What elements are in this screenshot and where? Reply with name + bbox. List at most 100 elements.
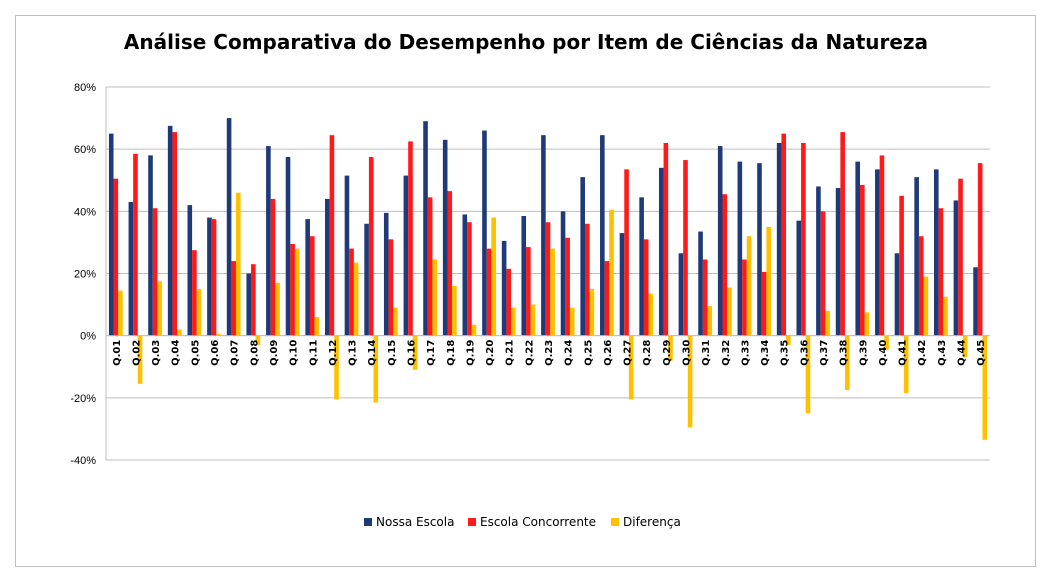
x-category-label: Q.36 [799, 340, 810, 366]
bar-diferen-a-q35 [786, 335, 791, 345]
bar-escola-concorrente-q15 [388, 239, 394, 336]
bar-diferen-a-q21 [511, 307, 516, 336]
bar-nossa-escola-q16 [403, 175, 409, 336]
x-category-label: Q.21 [505, 340, 516, 366]
x-category-label: Q.20 [485, 340, 496, 366]
x-category-label: Q.09 [269, 340, 280, 366]
bar-diferen-a-q08 [255, 335, 261, 345]
bar-nossa-escola-q08 [246, 273, 252, 336]
bar-escola-concorrente-q17 [427, 197, 433, 336]
bar-nossa-escola-q36 [796, 220, 802, 336]
x-category-label: Q.19 [465, 340, 476, 366]
bar-diferen-a-q42 [923, 276, 929, 336]
bar-diferen-a-q44 [962, 335, 968, 358]
y-tick-label: -20% [70, 393, 96, 405]
bar-nossa-escola-q04 [167, 125, 173, 336]
bar-escola-concorrente-q28 [643, 239, 649, 336]
bar-escola-concorrente-q11 [309, 236, 315, 336]
bar-escola-concorrente-q39 [860, 184, 865, 336]
bar-escola-concorrente-q06 [211, 219, 217, 336]
y-tick-label: 80% [74, 82, 96, 94]
x-category-label: Q.16 [406, 340, 417, 366]
y-tick-label: -40% [70, 455, 96, 467]
x-category-label: Q.18 [446, 340, 457, 366]
y-tick-label: 60% [74, 144, 96, 156]
y-tick-label: 40% [74, 206, 96, 218]
legend: Nossa Escola Escola Concorrente Diferença [364, 515, 681, 529]
bar-escola-concorrente-q43 [938, 208, 944, 336]
bar-nossa-escola-q43 [933, 169, 939, 336]
bar-nossa-escola-q35 [776, 142, 782, 336]
bar-escola-concorrente-q19 [467, 222, 472, 336]
x-category-label: Q.06 [210, 340, 221, 366]
y-tick-label: 20% [74, 269, 96, 281]
x-axis-categories: Q.01 Q.02 Q.03 Q.04 Q.05 Q.06 Q.07 Q.08 Q.09 Q.10… [112, 340, 987, 366]
bar-diferen-a-q20 [491, 217, 496, 336]
bar-diferen-a-q26 [609, 209, 614, 336]
bar-diferen-a-q09 [275, 282, 280, 336]
x-category-label: Q.43 [937, 340, 948, 366]
x-category-label: Q.07 [230, 340, 241, 366]
bar-escola-concorrente-q16 [408, 141, 413, 336]
bar-escola-concorrente-q37 [820, 211, 826, 336]
x-category-label: Q.02 [131, 340, 142, 366]
bar-escola-concorrente-q25 [584, 223, 590, 336]
bar-escola-concorrente-q01 [113, 178, 119, 336]
x-category-label: Q.38 [839, 340, 850, 366]
x-category-label: Q.29 [662, 340, 673, 366]
bar-escola-concorrente-q42 [918, 236, 924, 336]
bar-diferen-a-q01 [118, 290, 123, 336]
bar-escola-concorrente-q31 [702, 259, 708, 336]
bar-nossa-escola-q13 [344, 175, 350, 336]
bar-nossa-escola-q03 [148, 155, 153, 336]
bar-nossa-escola-q14 [364, 223, 369, 336]
x-category-label: Q.11 [308, 340, 319, 366]
x-category-label: Q.14 [367, 340, 378, 366]
bar-escola-concorrente-q36 [801, 142, 806, 336]
bar-escola-concorrente-q32 [722, 194, 728, 336]
bar-nossa-escola-q20 [482, 130, 487, 336]
x-category-label: Q.23 [544, 340, 555, 366]
bar-escola-concorrente-q40 [879, 155, 885, 336]
bar-escola-concorrente-q07 [231, 261, 236, 336]
x-category-label: Q.28 [642, 340, 653, 366]
x-category-label: Q.26 [603, 340, 614, 366]
legend-item: Nossa Escola [364, 515, 454, 529]
x-category-label: Q.34 [760, 340, 771, 366]
x-category-label: Q.41 [898, 340, 909, 366]
bars [108, 118, 988, 440]
legend-label: Diferença [623, 515, 681, 529]
legend-swatch [611, 518, 619, 526]
bar-nossa-escola-q07 [226, 118, 232, 336]
bar-diferen-a-q27 [628, 335, 634, 400]
bar-nossa-escola-q32 [717, 146, 723, 336]
x-category-label: Q.17 [426, 340, 437, 366]
bar-escola-concorrente-q35 [781, 133, 787, 336]
x-category-label: Q.10 [289, 340, 300, 366]
y-tick-label: 0% [80, 331, 96, 343]
bar-escola-concorrente-q10 [290, 243, 295, 336]
bar-nossa-escola-q39 [855, 161, 861, 336]
bar-nossa-escola-q15 [383, 212, 389, 336]
bar-escola-concorrente-q23 [545, 222, 551, 336]
bar-nossa-escola-q09 [266, 146, 271, 336]
axes [105, 87, 990, 460]
bar-nossa-escola-q11 [305, 219, 310, 336]
bar-diferen-a-q13 [353, 262, 359, 336]
bar-nossa-escola-q29 [658, 167, 664, 336]
bar-diferen-a-q16 [412, 335, 418, 370]
x-category-label: Q.04 [171, 340, 182, 366]
x-category-label: Q.39 [858, 340, 869, 366]
bar-diferen-a-q05 [196, 289, 202, 336]
bar-escola-concorrente-q22 [526, 247, 531, 336]
x-category-label: Q.05 [190, 340, 201, 366]
bar-nossa-escola-q01 [108, 133, 114, 336]
x-category-label: Q.15 [387, 340, 398, 366]
bar-escola-concorrente-q27 [624, 169, 629, 336]
bar-diferen-a-q36 [805, 335, 811, 414]
x-category-label: Q.08 [249, 340, 260, 366]
bar-escola-concorrente-q44 [958, 178, 963, 336]
bar-diferen-a-q30 [687, 335, 693, 428]
bar-escola-concorrente-q14 [368, 156, 374, 336]
bar-escola-concorrente-q26 [604, 261, 610, 336]
